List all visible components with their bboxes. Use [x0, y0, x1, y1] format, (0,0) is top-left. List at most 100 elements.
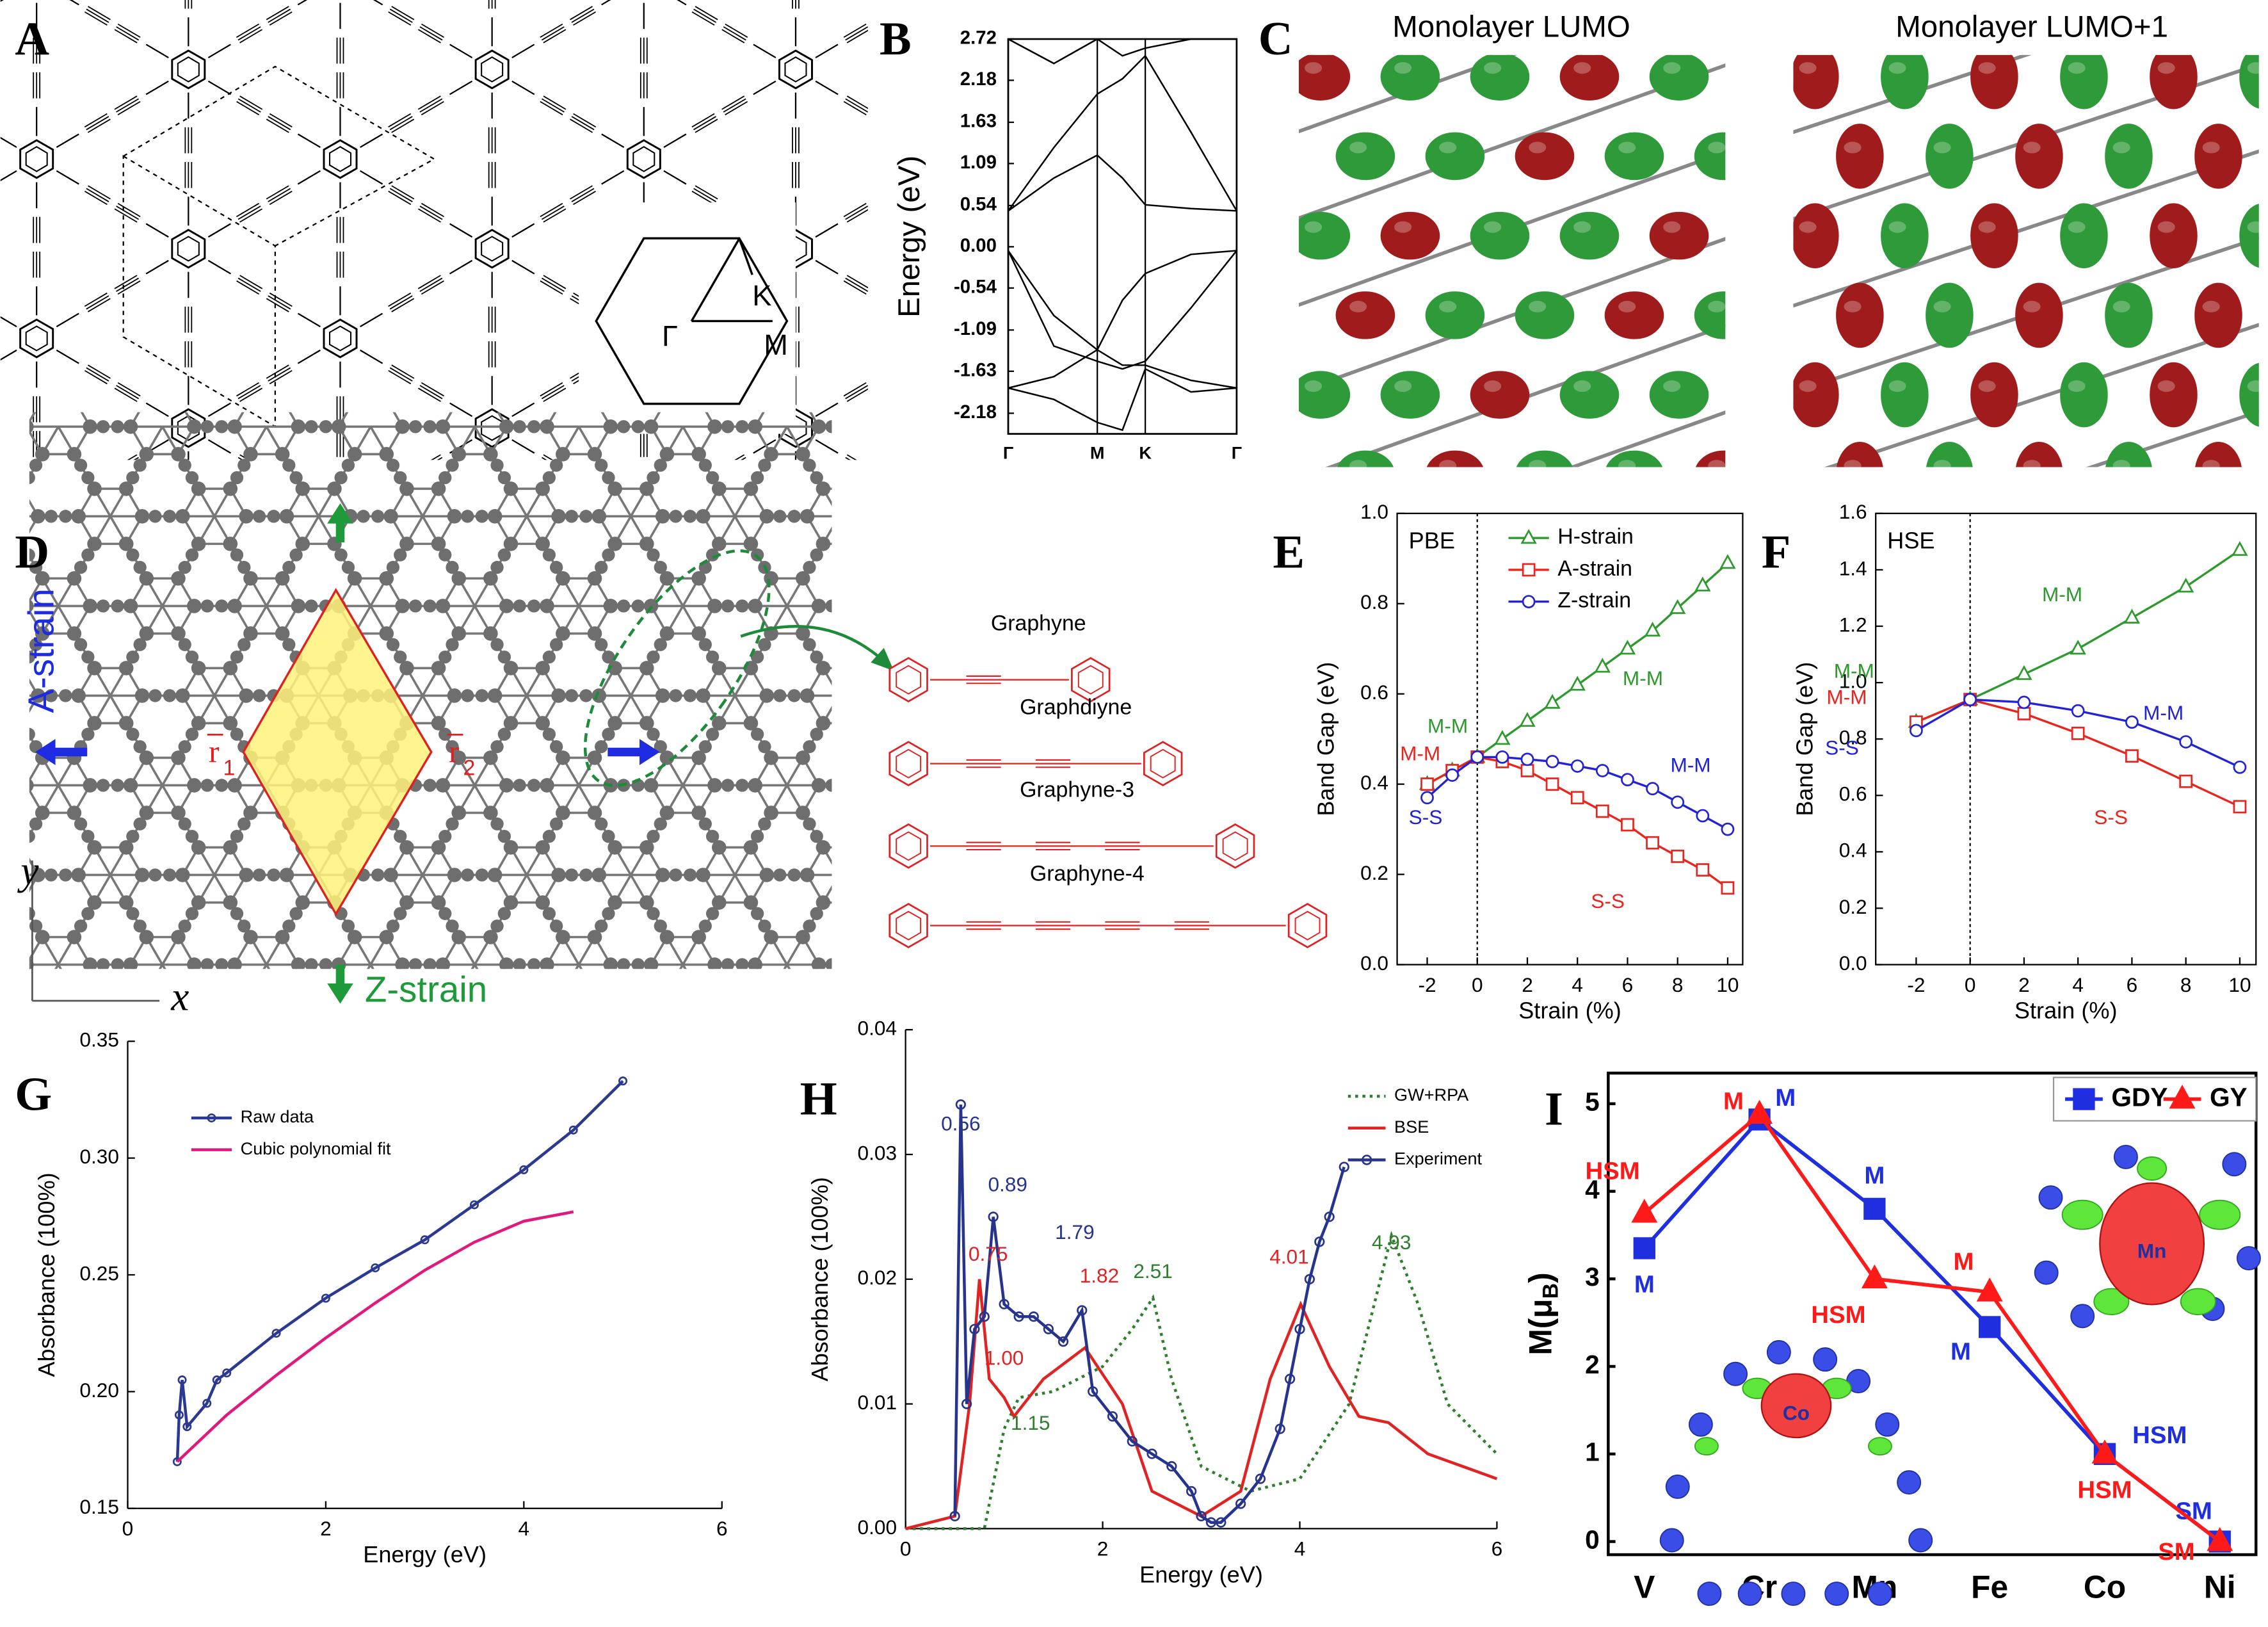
- atom: [475, 510, 489, 523]
- spin-density-core: [1760, 1373, 1832, 1439]
- legend-label: A-strain: [1557, 556, 1632, 581]
- x-tick-label: 6: [1492, 1537, 1503, 1560]
- atom: [542, 830, 556, 843]
- atom: [513, 779, 526, 792]
- orbital-highlight: [1978, 380, 1996, 393]
- atom: [743, 537, 759, 551]
- orbital-lobe: [1516, 450, 1573, 467]
- triple-bond: [266, 118, 289, 133]
- legend-marker: [2169, 1085, 2196, 1109]
- atom: [758, 740, 771, 754]
- atom: [602, 727, 615, 741]
- atom: [803, 919, 816, 933]
- atom: [282, 560, 296, 574]
- bond: [682, 695, 736, 786]
- atom: [67, 805, 82, 820]
- atom: [123, 599, 138, 613]
- orbital-highlight: [1799, 380, 1817, 393]
- k-path: [738, 238, 753, 275]
- atom: [74, 458, 88, 472]
- atom: [447, 688, 462, 703]
- x-tick-label: 10: [1716, 973, 1739, 996]
- triple-bond: [723, 98, 746, 113]
- orbital-lobe: [1649, 371, 1709, 419]
- atom: [446, 638, 459, 651]
- atom: [29, 779, 34, 792]
- atom: [379, 571, 394, 586]
- y-tick-label: 0.00: [960, 235, 997, 256]
- y-axis-label-part: M(μ: [1523, 1299, 1559, 1355]
- orbital-highlight: [1708, 300, 1726, 312]
- atom: [67, 447, 82, 462]
- atom: [431, 895, 446, 910]
- atom: [825, 779, 832, 792]
- atom: [252, 689, 266, 702]
- atom: [347, 447, 362, 462]
- bond: [29, 605, 60, 658]
- triple-bond: [845, 277, 868, 292]
- bond: [161, 426, 216, 517]
- y-tick-label: 0.02: [858, 1266, 897, 1289]
- y-tick-label: 3: [1585, 1262, 1600, 1291]
- triple-bond: [421, 202, 444, 218]
- triple-bond: [117, 101, 141, 116]
- marker: [1621, 818, 1634, 832]
- atom: [603, 419, 618, 434]
- atom: [551, 868, 566, 882]
- triple-bond: [843, 382, 867, 397]
- marker: [1196, 1510, 1207, 1522]
- triple-bond: [133, 457, 139, 460]
- atom: [483, 930, 498, 944]
- bond: [815, 402, 839, 417]
- y-axis-label: Absorbance (100%): [807, 1177, 833, 1381]
- bond: [421, 874, 476, 966]
- orbital-highlight: [1305, 221, 1323, 233]
- bond: [601, 133, 625, 149]
- benzene-ring: [323, 139, 358, 179]
- panel-letter: G: [15, 1069, 52, 1121]
- bond: [57, 695, 111, 786]
- atom: [759, 868, 775, 882]
- y-axis-label: Band Gap (eV): [1313, 662, 1339, 816]
- bond: [360, 349, 383, 364]
- x-tick-label: 4: [1294, 1537, 1306, 1560]
- atom: [647, 727, 660, 741]
- atom: [237, 638, 251, 651]
- triple-bond: [268, 295, 291, 310]
- atom: [503, 482, 519, 496]
- atom: [617, 420, 631, 433]
- atom: [200, 420, 214, 433]
- atom: [483, 626, 498, 641]
- orbital-lobe: [1881, 54, 1929, 109]
- atom: [587, 750, 602, 765]
- atom: [617, 958, 631, 969]
- legend-label: GDY: [2111, 1082, 2167, 1112]
- atom: [118, 840, 134, 855]
- atom: [800, 509, 815, 524]
- triple-bond: [236, 23, 259, 38]
- atom: [565, 689, 579, 702]
- orbital-lobe: [2105, 282, 2153, 348]
- y-tick-label: 0.00: [858, 1516, 897, 1539]
- atom: [252, 868, 266, 882]
- atom: [711, 537, 727, 551]
- atom: [736, 420, 749, 433]
- benzene-ring: [889, 657, 928, 703]
- bond: [682, 874, 736, 966]
- orbital-lobe: [1470, 54, 1530, 101]
- benzene-ring: [19, 139, 54, 179]
- triple-bond: [695, 118, 718, 133]
- atom: [237, 560, 251, 574]
- atom: [451, 750, 466, 765]
- triple-bond: [570, 118, 593, 133]
- orbital-highlight: [1305, 380, 1323, 393]
- atom: [371, 510, 385, 523]
- triple-bond: [117, 382, 141, 397]
- atom: [810, 907, 823, 920]
- atom: [431, 840, 446, 855]
- atom: [595, 638, 608, 651]
- atom: [654, 919, 667, 933]
- marker: [1545, 777, 1559, 791]
- x-axis-label: Energy (eV): [363, 1541, 487, 1567]
- atom: [497, 548, 511, 562]
